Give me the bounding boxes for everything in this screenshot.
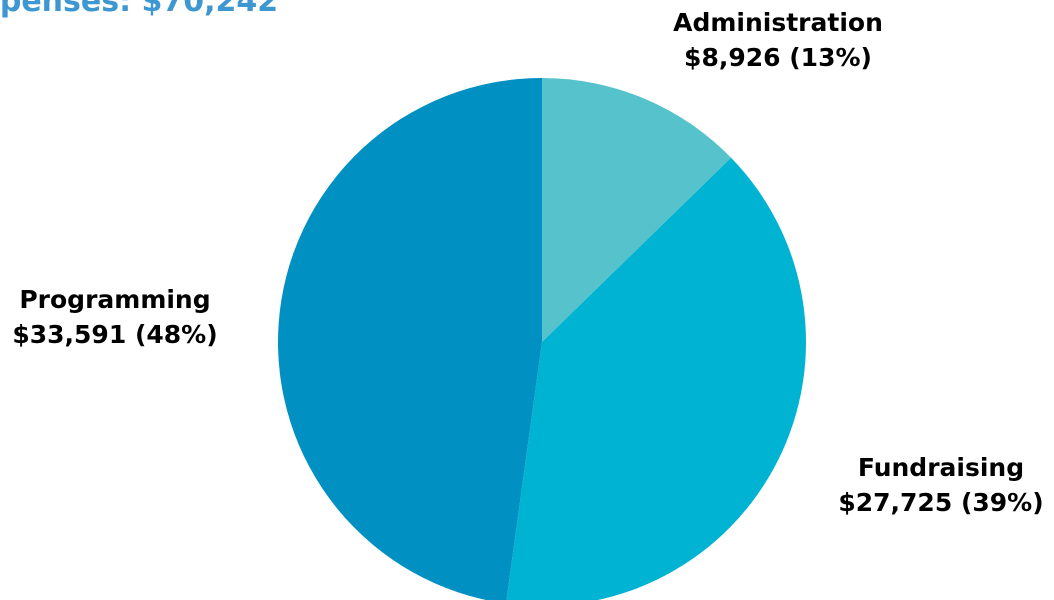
data-label-administration: Administration $8,926 (13%) <box>665 5 891 75</box>
pie-slice-programming <box>278 78 542 600</box>
slice-name-label: Administration <box>673 8 883 37</box>
pie-slice-fundraising <box>506 157 806 600</box>
data-label-fundraising: Fundraising $27,725 (39%) <box>828 450 1054 520</box>
slice-value-label: $33,591 (48%) <box>12 320 218 349</box>
pie-slice-administration <box>542 78 732 342</box>
data-label-programming: Programming $33,591 (48%) <box>0 282 230 352</box>
chart-title: Expenses: $70,242 <box>0 0 279 19</box>
slice-name-label: Fundraising <box>857 453 1025 482</box>
slice-name-label: Programming <box>19 285 211 314</box>
slice-value-label: $27,725 (39%) <box>838 488 1044 517</box>
slice-value-label: $8,926 (13%) <box>684 43 872 72</box>
